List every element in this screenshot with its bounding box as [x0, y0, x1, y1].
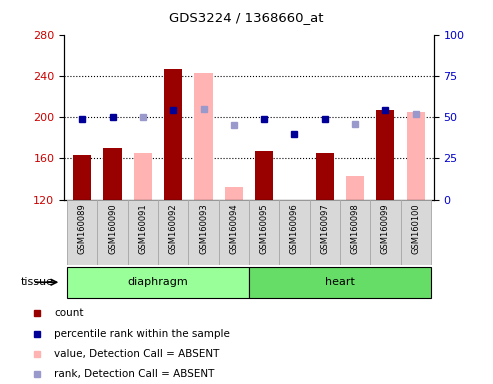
Bar	[370, 200, 400, 265]
Bar	[310, 200, 340, 265]
Bar	[279, 200, 310, 265]
Bar	[219, 200, 249, 265]
Bar	[376, 110, 394, 200]
Text: percentile rank within the sample: percentile rank within the sample	[54, 329, 230, 339]
Text: GSM160091: GSM160091	[139, 203, 147, 253]
Text: GDS3224 / 1368660_at: GDS3224 / 1368660_at	[169, 12, 324, 25]
Text: GSM160096: GSM160096	[290, 203, 299, 254]
Bar	[225, 187, 243, 200]
Text: heart: heart	[325, 277, 355, 287]
Bar	[128, 200, 158, 265]
Bar	[255, 151, 273, 200]
Bar	[73, 155, 91, 200]
Bar	[188, 200, 219, 265]
Text: GSM160089: GSM160089	[78, 203, 87, 254]
Bar	[340, 200, 370, 265]
Text: GSM160095: GSM160095	[260, 203, 269, 253]
Bar	[67, 267, 249, 298]
Text: rank, Detection Call = ABSENT: rank, Detection Call = ABSENT	[54, 369, 214, 379]
Text: GSM160099: GSM160099	[381, 203, 390, 253]
Text: tissue: tissue	[21, 277, 54, 287]
Text: GSM160090: GSM160090	[108, 203, 117, 253]
Bar	[158, 200, 188, 265]
Bar	[249, 200, 279, 265]
Bar	[407, 112, 425, 200]
Bar	[316, 153, 334, 200]
Text: diaphragm: diaphragm	[128, 277, 188, 287]
Bar	[134, 153, 152, 200]
Bar	[346, 176, 364, 200]
Bar	[249, 267, 431, 298]
Bar	[104, 148, 122, 200]
Text: value, Detection Call = ABSENT: value, Detection Call = ABSENT	[54, 349, 219, 359]
Bar	[194, 73, 212, 200]
Bar	[400, 200, 431, 265]
Text: GSM160094: GSM160094	[229, 203, 238, 253]
Text: GSM160093: GSM160093	[199, 203, 208, 254]
Text: GSM160100: GSM160100	[411, 203, 420, 253]
Text: GSM160097: GSM160097	[320, 203, 329, 254]
Text: GSM160092: GSM160092	[169, 203, 177, 253]
Bar	[98, 200, 128, 265]
Bar	[67, 200, 98, 265]
Text: GSM160098: GSM160098	[351, 203, 359, 254]
Text: count: count	[54, 308, 83, 318]
Bar	[164, 69, 182, 200]
